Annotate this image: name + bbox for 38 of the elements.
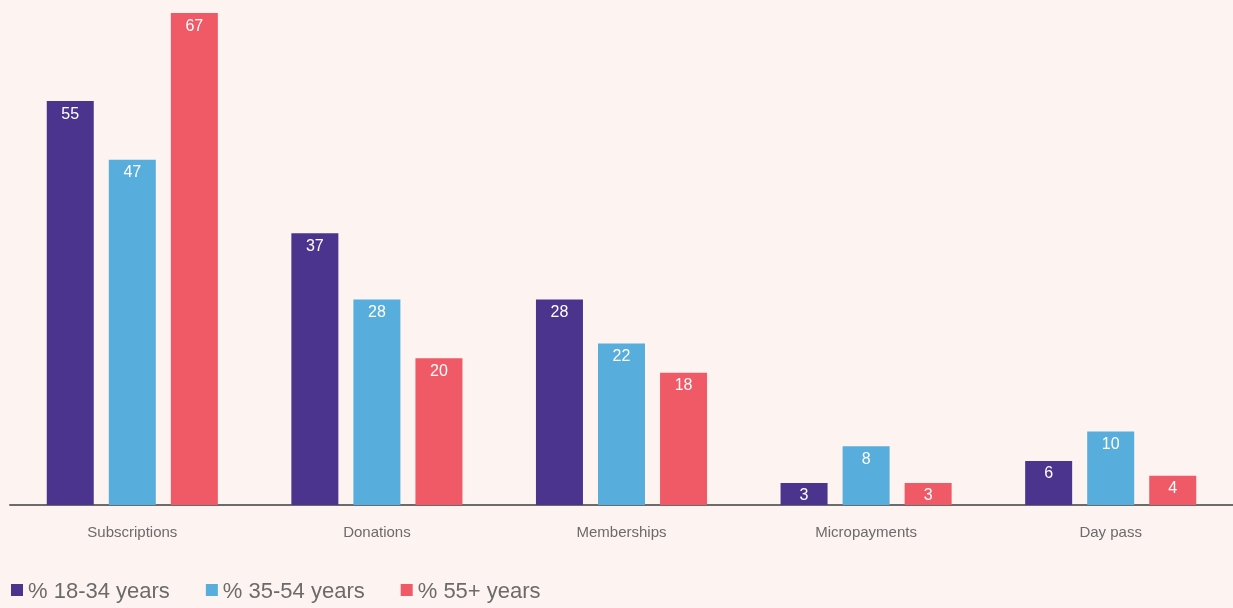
legend-label: % 18-34 years [28,577,170,603]
bar [842,446,890,505]
x-tick-label: Memberships [576,523,667,540]
data-label: 47 [123,163,142,181]
bar [415,358,463,505]
data-label: 18 [674,376,693,394]
bar [1087,431,1135,505]
bar [904,482,952,505]
bar [170,13,218,505]
bar [598,343,645,505]
data-label: 3 [923,486,933,504]
data-label: 37 [305,236,324,254]
bar [1025,460,1073,505]
x-tick-label: Day pass [1079,523,1142,540]
bar [46,101,94,505]
legend-label: % 35-54 years [222,577,365,603]
bar [660,372,708,505]
data-label: 55 [61,104,80,122]
data-label: 4 [1168,479,1178,497]
bar [1149,475,1197,505]
x-tick-label: Subscriptions [87,523,178,540]
legend-label: % 55+ years [417,577,541,603]
bar [780,482,828,505]
data-label: 22 [612,346,631,364]
data-label: 10 [1101,435,1120,453]
data-label: 8 [861,449,871,467]
bar [353,299,401,505]
data-label: 28 [550,302,569,320]
data-label: 67 [185,16,204,34]
data-label: 6 [1044,464,1054,482]
data-label: 28 [368,302,386,320]
bar [291,233,339,505]
x-tick-label: Donations [343,523,411,540]
x-tick-label: Micropayments [815,523,917,540]
data-label: 3 [799,486,809,504]
data-label: 20 [430,361,448,379]
bar [108,159,156,505]
bar [535,299,583,505]
